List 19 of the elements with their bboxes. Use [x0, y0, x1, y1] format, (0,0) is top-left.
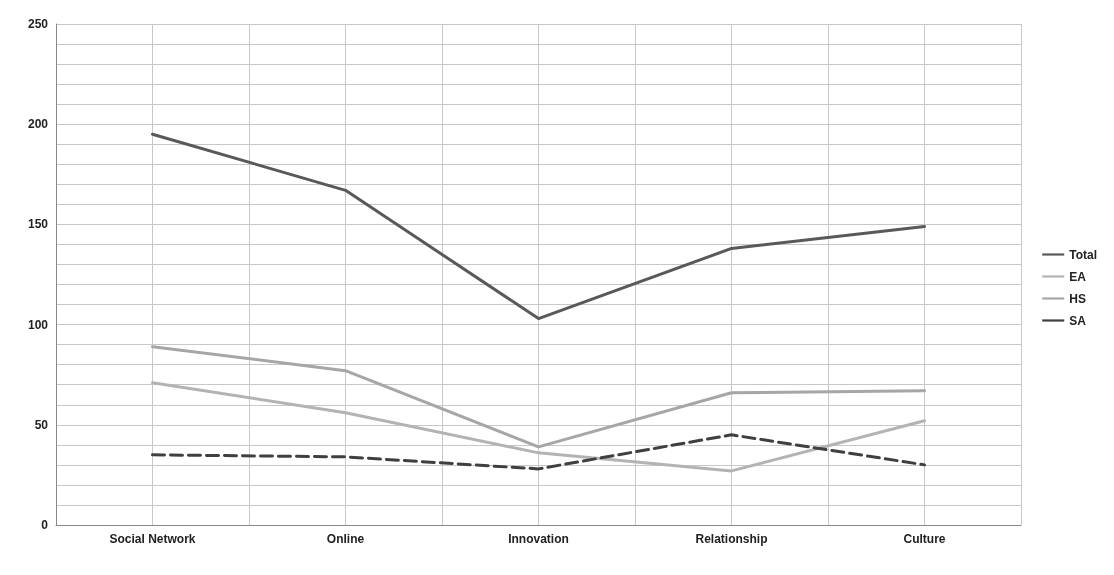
x-tick-label: Social Network	[109, 532, 196, 546]
y-tick-label: 250	[27, 17, 49, 31]
x-tick-label: Online	[326, 532, 365, 546]
y-tick-label: 150	[27, 217, 49, 232]
legend-label: EA	[1069, 269, 1087, 284]
line-series	[151, 132, 926, 321]
x-tick-label: Relationship	[695, 532, 768, 546]
x-tick-label: Innovation	[508, 532, 569, 546]
line-series	[151, 381, 926, 473]
y-tick-label: 200	[27, 117, 49, 132]
legend-label: Total	[1069, 247, 1098, 262]
legend-label: SA	[1069, 313, 1087, 328]
x-tick-label: Culture	[903, 532, 946, 546]
y-tick-label: 50	[34, 417, 49, 432]
y-tick-label: 100	[27, 317, 49, 332]
y-tick-label: 0	[41, 518, 49, 532]
legend-label: HS	[1069, 291, 1086, 306]
line-series	[151, 433, 926, 471]
line-series	[151, 345, 926, 449]
